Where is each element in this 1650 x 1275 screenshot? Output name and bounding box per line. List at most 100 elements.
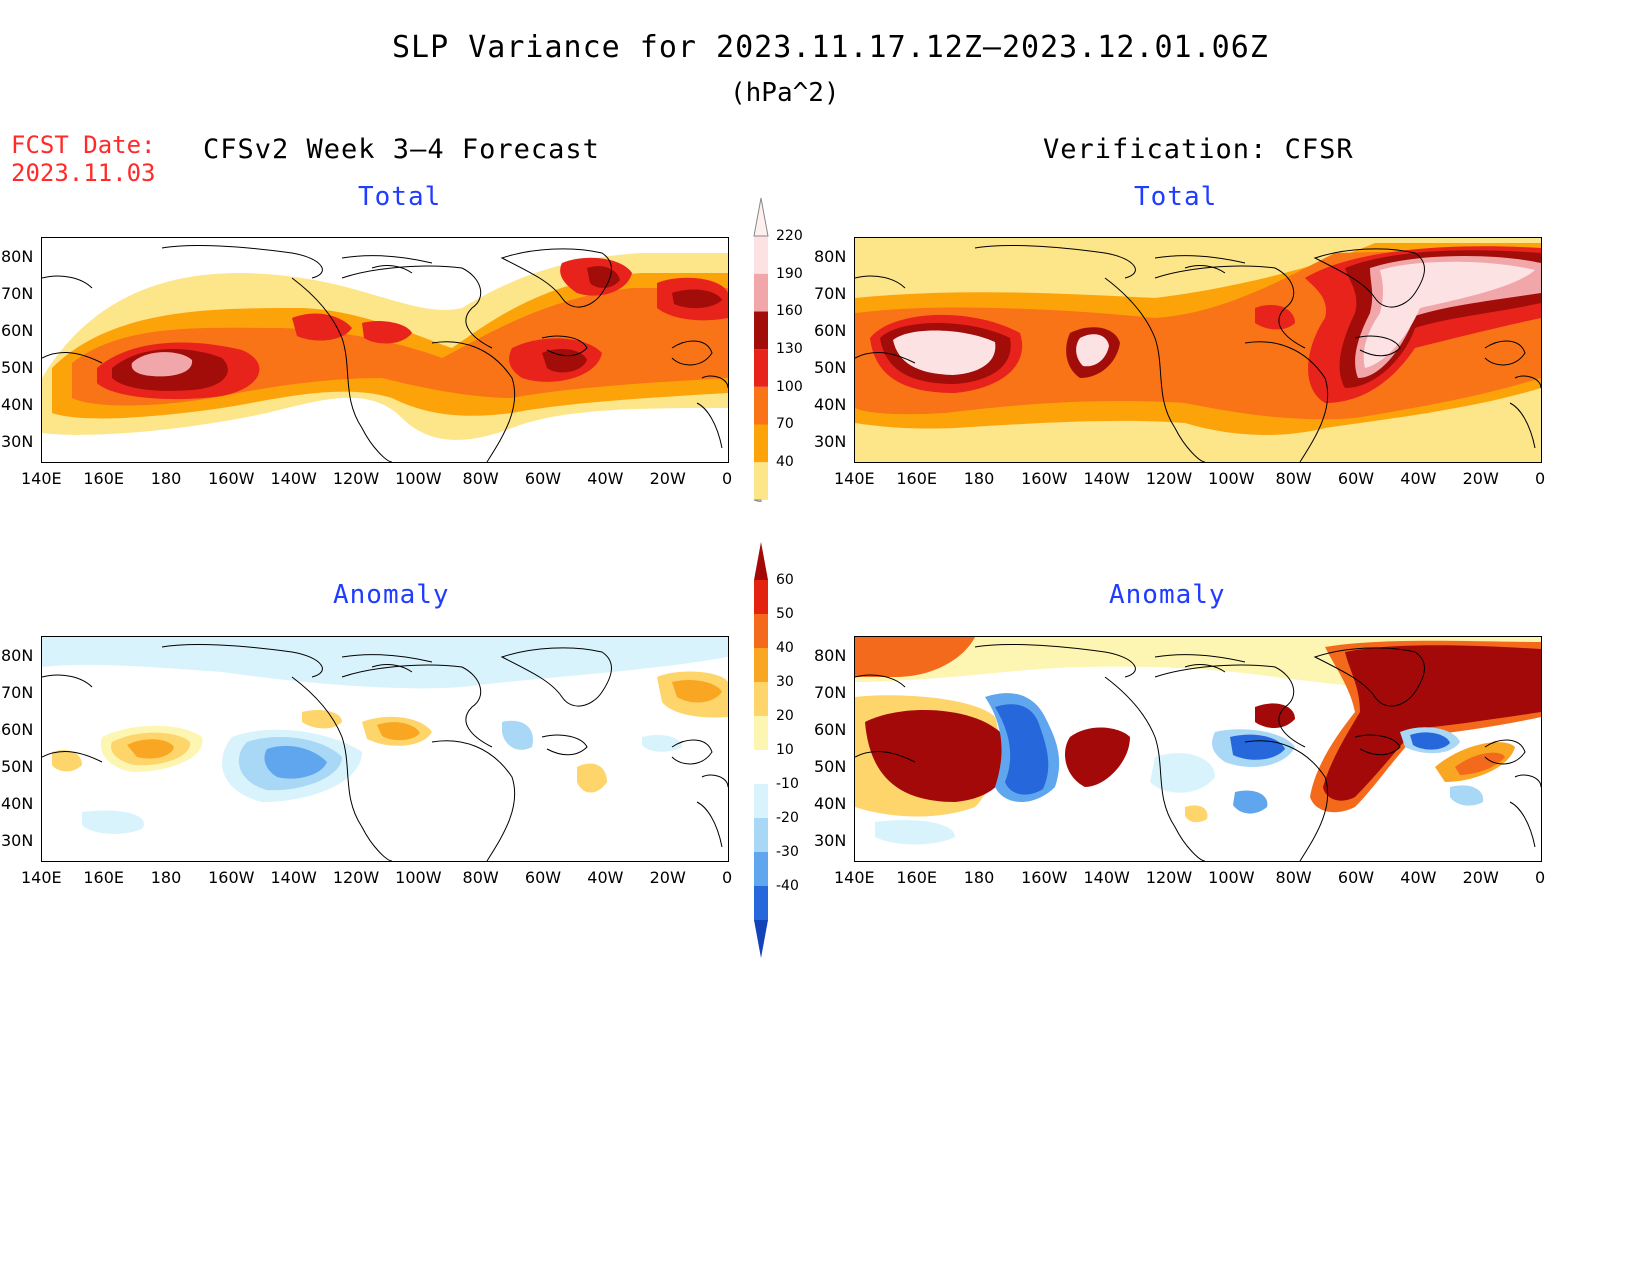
lat-tick-label: 40N: [814, 395, 847, 414]
coastline: [541, 734, 588, 756]
colorbar-swatch: [754, 462, 768, 500]
colorbar-swatch: [754, 386, 768, 425]
colorbar-min-arrow: [754, 920, 768, 958]
lon-tick-label: 160E: [896, 469, 938, 488]
colorbar-total: [752, 196, 772, 503]
lat-tick-label: 60N: [1, 720, 34, 740]
colorbar-swatch: [754, 750, 768, 785]
lon-tick-label: 160E: [896, 868, 938, 887]
lon-tick-label: 140W: [270, 469, 317, 488]
colorbar-swatch: [754, 273, 768, 312]
lon-tick-label: 160W: [208, 868, 255, 887]
coastline: [291, 277, 393, 462]
coastline: [161, 245, 323, 279]
lon-tick-label: 140W: [1083, 868, 1130, 887]
colorbar-total-tick: 130: [776, 340, 803, 357]
lon-tick-label: 0: [722, 469, 733, 488]
lon-tick-label: 40W: [587, 868, 624, 887]
lon-tick-label: 180: [963, 469, 995, 488]
lon-tick-label: 20W: [649, 469, 686, 488]
lat-tick-label: 60N: [814, 321, 847, 341]
fcst-date-value: 2023.11.03: [11, 159, 156, 187]
colorbar-max-arrow: [754, 542, 768, 580]
lon-tick-label: 180: [963, 868, 995, 887]
lon-tick-label: 20W: [1462, 469, 1499, 488]
coastline: [161, 644, 323, 678]
coastline: [42, 275, 103, 364]
coastline: [1354, 335, 1401, 357]
lon-tick-label: 140E: [834, 868, 875, 887]
colorbar-total-tick: 100: [776, 378, 803, 395]
coastline: [974, 245, 1136, 279]
lat-tick-label: 30N: [814, 431, 847, 451]
coastline: [1154, 654, 1246, 673]
lon-tick-label: 80W: [462, 469, 499, 488]
lon-tick-label: 80W: [1275, 868, 1312, 887]
lat-tick-label: 40N: [814, 794, 847, 813]
lon-tick-label: 160E: [83, 469, 125, 488]
lat-tick-label: 70N: [814, 284, 847, 304]
colorbar-max-arrow: [753, 197, 769, 237]
fcst-date-label: FCST Date:: [11, 131, 156, 159]
lon-tick-label: 60W: [524, 868, 562, 887]
lon-tick-label: 80W: [462, 868, 499, 887]
colorbar-swatch: [754, 614, 768, 649]
panel-title-verif-total: Total: [1134, 182, 1218, 212]
colorbar-anomaly-tick: -30: [776, 844, 799, 860]
colorbar-anomaly-tick: 40: [776, 640, 794, 656]
coastline: [500, 248, 612, 308]
lon-tick-label: 180: [150, 469, 182, 488]
coastline: [1104, 277, 1206, 462]
coastline: [1154, 265, 1306, 349]
lat-tick-label: 40N: [1, 395, 34, 414]
lon-tick-label: 20W: [649, 868, 686, 887]
coastline: [696, 774, 728, 848]
lat-tick-label: 50N: [1, 757, 34, 777]
lon-tick-label: 100W: [395, 469, 442, 488]
lon-tick-label: 140E: [21, 868, 62, 887]
coastline: [1484, 340, 1526, 366]
lon-tick-label: 60W: [1337, 469, 1375, 488]
lon-tick-label: 0: [722, 868, 733, 887]
lat-tick-label: 60N: [814, 720, 847, 740]
lon-tick-label: 140W: [1083, 469, 1130, 488]
coastline: [855, 275, 916, 364]
colorbar-swatch: [754, 648, 768, 683]
coastline: [696, 375, 728, 449]
colorbar-swatch: [754, 349, 768, 387]
left-header: CFSv2 Week 3–4 Forecast: [203, 134, 600, 165]
lat-tick-label: 80N: [814, 646, 847, 666]
map-forecast-total: [41, 237, 729, 463]
lat-tick-label: 30N: [1, 830, 34, 850]
map-forecast-anomaly: [41, 636, 729, 862]
lon-tick-label: 40W: [587, 469, 624, 488]
colorbar-swatch: [754, 580, 768, 615]
colorbar-total-tick: 70: [776, 416, 794, 433]
coastline: [291, 676, 393, 861]
lat-tick-label: 70N: [814, 683, 847, 703]
lon-tick-label: 180: [150, 868, 182, 887]
lon-tick-label: 40W: [1400, 868, 1437, 887]
coastline: [1509, 774, 1541, 848]
coastline: [1509, 375, 1541, 449]
colorbar-anomaly-tick: 60: [776, 572, 794, 588]
lon-tick-label: 160W: [1021, 469, 1068, 488]
lon-tick-label: 160W: [1021, 868, 1068, 887]
coastline: [1484, 739, 1526, 765]
colorbar-anomaly-tick: -20: [776, 810, 799, 826]
colorbar-anomaly-tick: -10: [776, 776, 799, 792]
coastline: [431, 341, 516, 462]
colorbar-swatch: [754, 716, 768, 751]
coastline: [341, 255, 433, 274]
lat-tick-label: 80N: [1, 247, 34, 267]
lat-tick-label: 70N: [1, 683, 34, 703]
lat-tick-label: 30N: [814, 830, 847, 850]
lon-tick-label: 0: [1535, 469, 1546, 488]
coastline: [1354, 734, 1401, 756]
colorbar-swatch: [754, 784, 768, 819]
lat-tick-label: 60N: [1, 321, 34, 341]
lon-tick-label: 80W: [1275, 469, 1312, 488]
map-verification-anomaly: [854, 636, 1542, 862]
colorbar-anomaly-tick: 20: [776, 708, 794, 724]
coastline: [974, 644, 1136, 678]
